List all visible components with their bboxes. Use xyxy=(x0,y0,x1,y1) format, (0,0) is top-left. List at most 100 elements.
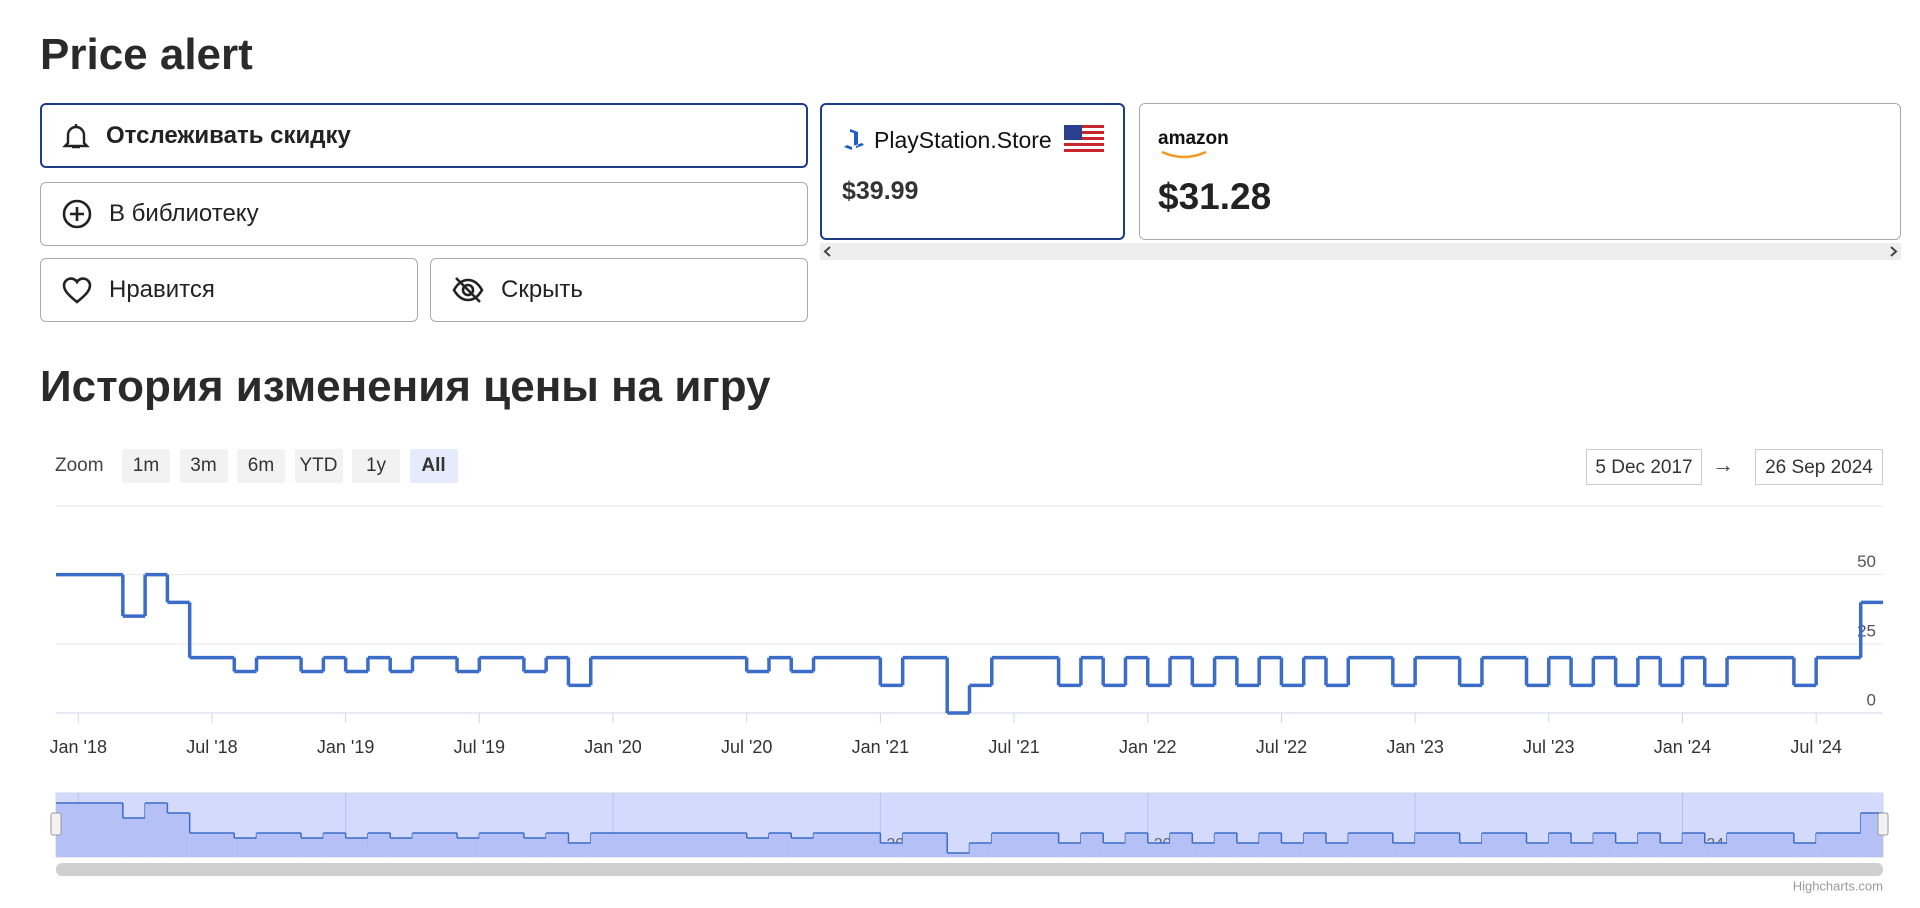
x-tick-label: Jul '23 xyxy=(1523,737,1574,757)
navigator-area xyxy=(1348,833,1393,857)
navigator-area xyxy=(1236,843,1260,857)
x-tick-label: Jan '24 xyxy=(1654,737,1711,757)
navigator-area xyxy=(568,843,591,857)
navigator-area xyxy=(56,803,123,857)
x-tick-label: Jan '22 xyxy=(1119,737,1176,757)
navigator-handle xyxy=(1877,812,1889,836)
navigator-area xyxy=(590,833,747,857)
navigator-area xyxy=(768,833,792,857)
x-tick-label: Jul '20 xyxy=(721,737,772,757)
navigator-area xyxy=(1259,833,1282,857)
plus-icon xyxy=(62,199,92,229)
navigator-area xyxy=(256,833,302,857)
navigator-area xyxy=(1103,843,1126,857)
navigator-area xyxy=(301,838,324,857)
navigator-area xyxy=(1793,843,1817,857)
navigator-area xyxy=(479,833,524,857)
button-label: Скрыть xyxy=(501,276,583,303)
navigator-area xyxy=(1415,833,1460,857)
page-title: Price alert xyxy=(40,30,253,79)
x-tick-label: Jan '20 xyxy=(584,737,641,757)
track-button[interactable]: Отслеживать скидку xyxy=(40,103,808,168)
zoom-label: Zoom xyxy=(55,455,104,476)
navigator-area xyxy=(1571,843,1594,857)
navigator-area xyxy=(1704,843,1728,857)
zoom-button[interactable]: 3m xyxy=(179,449,228,483)
card-scrollbar[interactable] xyxy=(820,243,1901,260)
navigator-area xyxy=(1526,843,1549,857)
navigator-area xyxy=(412,833,458,857)
navigator-area xyxy=(167,813,190,857)
store-name: amazon xyxy=(1158,128,1229,149)
navigator-area xyxy=(947,853,970,857)
navigator-area xyxy=(1058,843,1081,857)
eye-off-icon xyxy=(452,277,484,303)
navigator-area xyxy=(813,833,881,857)
us-flag xyxy=(1064,125,1104,155)
navigator-area xyxy=(1281,843,1304,857)
x-tick-label: Jul '21 xyxy=(988,737,1039,757)
navigator-area xyxy=(1615,843,1638,857)
store-card[interactable]: PlayStation.Store $39.99 xyxy=(820,103,1125,240)
y-tick-label: 50 xyxy=(1857,552,1876,571)
range-arrow: → xyxy=(1712,452,1734,477)
navigator-area xyxy=(345,838,368,857)
navigator-area xyxy=(1080,833,1104,857)
navigator-area xyxy=(234,838,257,857)
zoom-button[interactable]: 1y xyxy=(352,449,400,483)
button-label: В библиотеку xyxy=(109,200,259,227)
navigator-area xyxy=(323,833,346,857)
button-label: Отслеживать скидку xyxy=(106,121,351,149)
x-tick-label: Jan '23 xyxy=(1386,737,1443,757)
navigator-area xyxy=(1860,813,1883,857)
x-tick-label: Jan '19 xyxy=(317,737,374,757)
navigator-area xyxy=(145,803,168,857)
navigator-area xyxy=(1637,833,1661,857)
navigator-area xyxy=(1593,833,1616,857)
store-card[interactable]: amazon $31.28 xyxy=(1139,103,1901,240)
navigator-area xyxy=(1214,833,1237,857)
y-tick-label: 0 xyxy=(1867,690,1876,709)
section-title: История изменения цены на игру xyxy=(40,362,771,411)
navigator-area xyxy=(1816,833,1861,857)
like-button[interactable]: Нравится xyxy=(40,258,418,322)
navigator-handle xyxy=(50,812,62,836)
navigator-area xyxy=(1548,833,1572,857)
navigator-area xyxy=(1147,843,1171,857)
zoom-button[interactable]: YTD xyxy=(294,449,343,483)
navigator-area xyxy=(457,838,480,857)
x-tick-label: Jul '24 xyxy=(1790,737,1841,757)
navigator-area xyxy=(546,833,569,857)
zoom-button[interactable]: 1m xyxy=(122,449,170,483)
bell-icon xyxy=(62,123,90,148)
x-tick-label: Jul '19 xyxy=(454,737,505,757)
heart-icon xyxy=(62,277,92,304)
ps-logo xyxy=(844,129,864,150)
zoom-button[interactable]: All xyxy=(409,449,458,483)
navigator-area xyxy=(791,838,814,857)
library-button[interactable]: В библиотеку xyxy=(40,182,808,246)
navigator-area xyxy=(1727,833,1794,857)
range-to[interactable]: 26 Sep 2024 xyxy=(1755,449,1883,485)
navigator-area xyxy=(367,833,391,857)
navigator-area xyxy=(880,843,903,857)
store-price: $31.28 xyxy=(1158,176,1272,217)
navigator-area xyxy=(746,838,769,857)
navigator-area xyxy=(1392,843,1416,857)
navigator-area xyxy=(390,838,413,857)
zoom-button[interactable]: 6m xyxy=(237,449,285,483)
navigator-area xyxy=(1481,833,1527,857)
x-tick-label: Jan '18 xyxy=(50,737,107,757)
scroll-arrows xyxy=(823,246,1898,257)
x-tick-label: Jan '21 xyxy=(852,737,909,757)
amazon-smile xyxy=(1161,150,1207,159)
button-label: Нравится xyxy=(109,276,215,303)
navigator-area xyxy=(1170,833,1193,857)
range-from[interactable]: 5 Dec 2017 xyxy=(1586,449,1702,485)
navigator-area xyxy=(1682,833,1705,857)
x-tick-label: Jul '22 xyxy=(1256,737,1307,757)
navigator-area xyxy=(1192,843,1215,857)
hide-button[interactable]: Скрыть xyxy=(430,258,808,322)
navigator-area xyxy=(122,818,146,857)
